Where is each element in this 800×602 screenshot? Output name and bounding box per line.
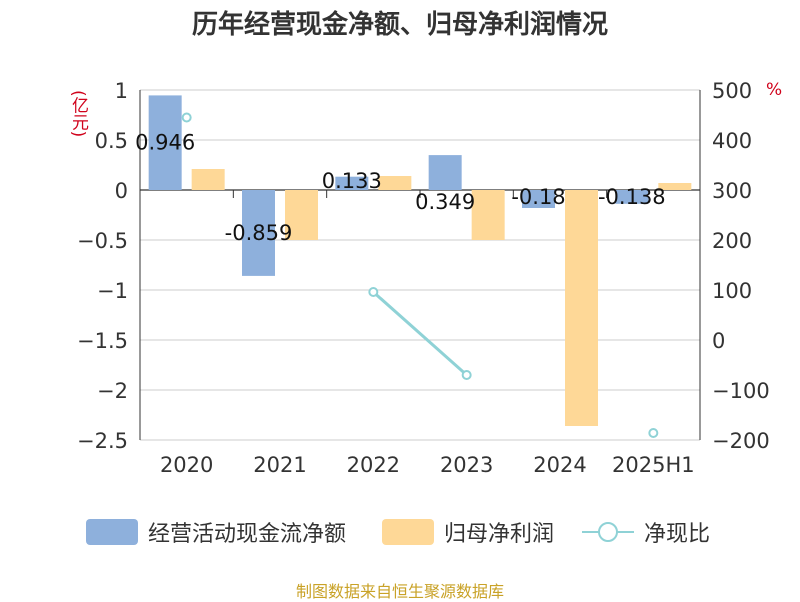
bar-cashflow (428, 155, 462, 190)
source-note: 制图数据来自恒生聚源数据库 (295, 582, 504, 601)
y-right-tick-label: 0 (712, 329, 725, 353)
legend-swatch-ratio (582, 519, 634, 545)
y-right-tick-label: 300 (712, 179, 752, 203)
data-label-cashflow: 0.946 (135, 130, 195, 154)
legend-item-profit[interactable]: 归母净利润 (382, 512, 554, 552)
bar-profit (191, 169, 225, 190)
ratio-point (648, 428, 659, 438)
y-left-tick-label: −2.5 (77, 429, 128, 453)
bar-cashflow (615, 190, 649, 204)
legend-label-profit: 归母净利润 (444, 522, 555, 547)
chart-title: 历年经营现金净额、归母净利润情况 (191, 10, 608, 40)
ratio-point (181, 112, 192, 123)
y-left-tick-label: 0.5 (95, 129, 128, 153)
x-tick-label: 2022 (347, 453, 400, 477)
y-left-tick-label: −2 (97, 379, 128, 403)
y-right-tick-label: −100 (712, 379, 770, 403)
x-tick-label: 2024 (533, 453, 586, 477)
ratio-point (368, 287, 379, 297)
y-left-unit: (亿元) (68, 90, 88, 138)
legend-label-cashflow: 经营活动现金流净额 (148, 522, 347, 547)
bar-profit (378, 176, 412, 190)
data-label-cashflow: 0.349 (415, 190, 475, 214)
bar-cashflow (242, 190, 275, 276)
x-tick-label: 2021 (253, 453, 306, 477)
legend-swatch-profit (382, 519, 434, 545)
data-label-cashflow: -0.859 (225, 221, 293, 245)
y-right-tick-label: −200 (712, 429, 770, 453)
data-label-cashflow: -0.138 (598, 185, 666, 209)
bar-cashflow (335, 176, 369, 190)
x-tick-label: 2020 (160, 453, 213, 477)
legend-item-cashflow[interactable]: 经营活动现金流净额 (86, 512, 346, 552)
y-right-tick-label: 100 (712, 279, 752, 303)
data-label-cashflow: -0.18 (511, 185, 565, 209)
bar-profit (285, 190, 318, 240)
y-left-tick-label: −0.5 (77, 229, 128, 253)
x-tick-label: 2023 (440, 453, 493, 477)
bar-cashflow (522, 190, 555, 208)
y-left-tick-label: −1 (97, 279, 128, 303)
y-right-tick-label: 400 (712, 129, 752, 153)
y-left-tick-label: −1.5 (77, 329, 128, 353)
bar-profit (658, 183, 692, 190)
y-right-unit: % (766, 80, 783, 100)
bar-profit (471, 190, 505, 240)
legend: 经营活动现金流净额 归母净利润 净现比 (0, 512, 800, 552)
ratio-line-segment (372, 290, 468, 377)
y-left-tick-label: 0 (115, 179, 128, 203)
legend-item-ratio[interactable]: 净现比 (582, 512, 710, 552)
legend-swatch-cashflow (86, 519, 138, 545)
ratio-point (461, 370, 472, 380)
y-left-tick-label: 1 (115, 79, 128, 103)
bar-cashflow (148, 95, 182, 190)
data-label-cashflow: 0.133 (322, 169, 382, 193)
x-tick-label: 2025H1 (612, 453, 695, 477)
y-right-tick-label: 200 (712, 229, 752, 253)
y-right-tick-label: 500 (712, 79, 752, 103)
bar-profit (565, 190, 598, 426)
legend-label-ratio: 净现比 (644, 522, 711, 547)
